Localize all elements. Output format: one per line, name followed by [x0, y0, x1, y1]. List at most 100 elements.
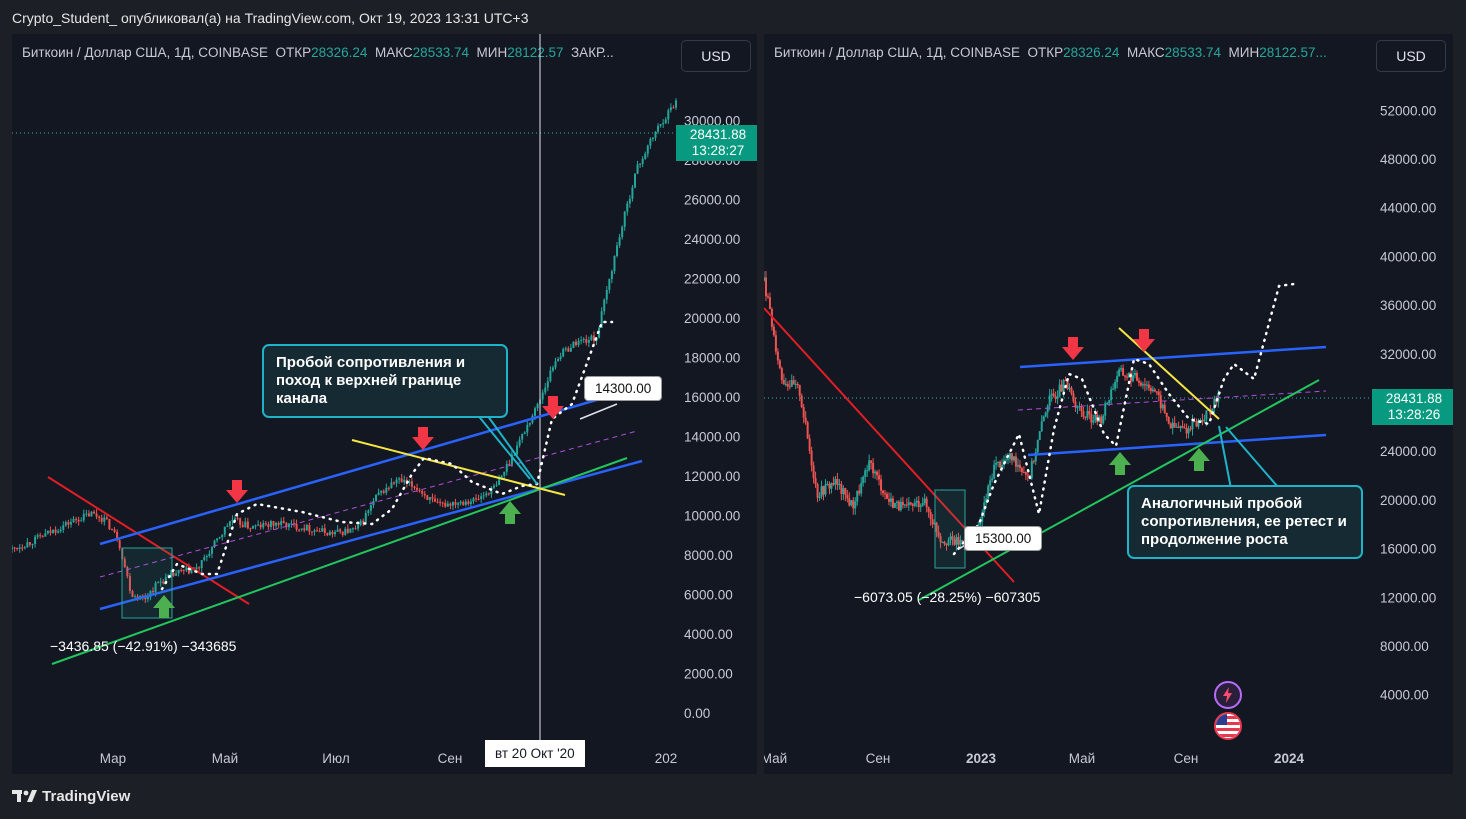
- candle-body: [766, 296, 769, 298]
- candle-body: [439, 501, 442, 503]
- candle-body: [387, 487, 390, 489]
- candle-body: [941, 541, 944, 543]
- right-low-value: 28122.57...: [1259, 45, 1327, 60]
- candle-body: [893, 503, 896, 508]
- candle-body: [951, 536, 954, 540]
- candle-body: [144, 596, 147, 600]
- left-crosshair-date: вт 20 Окт '20: [485, 740, 585, 767]
- candle-body: [464, 501, 467, 505]
- candle-body: [182, 570, 185, 572]
- candle-body: [231, 519, 234, 522]
- candle-body: [901, 501, 904, 506]
- candle-body: [354, 528, 357, 530]
- candle-body: [636, 164, 639, 174]
- candle-body: [1128, 372, 1131, 378]
- candle-body: [485, 493, 488, 496]
- right-currency-button[interactable]: USD: [1376, 40, 1446, 72]
- candle-body: [1137, 380, 1140, 383]
- candle-body: [979, 521, 982, 525]
- candle-body: [1032, 461, 1035, 463]
- candle-body: [541, 392, 544, 400]
- y-tick-label: 8000.00: [1380, 639, 1429, 654]
- candle-body: [610, 271, 613, 279]
- candle-body: [190, 569, 193, 574]
- candle-body: [1173, 422, 1176, 428]
- candle-body: [287, 523, 290, 528]
- y-tick-label: 52000.00: [1380, 103, 1436, 118]
- candle-body: [626, 203, 629, 212]
- candle-body: [521, 433, 524, 440]
- left-chart-panel[interactable]: Биткоин / Доллар США, 1Д, COINBASE ОТКР2…: [12, 34, 757, 774]
- candle-body: [1195, 421, 1198, 427]
- candle-body: [357, 525, 360, 529]
- red-down-arrow-icon: [412, 427, 434, 450]
- candle-body: [1124, 375, 1127, 377]
- us-flag-icon[interactable]: [1214, 712, 1242, 740]
- candle-body: [157, 582, 160, 584]
- candle-body: [939, 536, 942, 543]
- candle-body: [987, 485, 990, 499]
- candle-body: [836, 478, 839, 485]
- right-chart-panel[interactable]: Биткоин / Доллар США, 1Д, COINBASE ОТКР2…: [764, 34, 1453, 774]
- candle-body: [1072, 393, 1075, 402]
- candle-body: [911, 504, 914, 506]
- y-tick-label: 16000.00: [684, 390, 740, 405]
- candle-body: [1147, 384, 1150, 388]
- candle-body: [895, 501, 898, 504]
- candle-body: [69, 522, 72, 525]
- footer-brand[interactable]: TradingView: [12, 788, 130, 808]
- red-trend-line: [47, 476, 250, 605]
- candle-body: [657, 125, 660, 132]
- y-tick-label: 40000.00: [1380, 249, 1436, 264]
- candle-body: [454, 502, 457, 505]
- red-down-arrow-icon: [1062, 337, 1084, 360]
- candle-body: [826, 483, 829, 485]
- candle-body: [1094, 414, 1097, 421]
- candle-body: [346, 528, 349, 533]
- left-currency-button[interactable]: USD: [681, 40, 751, 72]
- candle-body: [1133, 373, 1136, 376]
- lightning-icon[interactable]: [1214, 681, 1242, 709]
- right-countdown: 13:28:26: [1387, 407, 1441, 422]
- candle-body: [351, 528, 354, 530]
- candle-body: [169, 572, 172, 575]
- candle-body: [513, 454, 516, 456]
- candle-body: [909, 502, 912, 505]
- right-high-label: МАКС: [1126, 45, 1165, 60]
- candle-body: [880, 479, 883, 491]
- candle-body: [44, 533, 47, 537]
- candle-body: [39, 535, 42, 537]
- candle-body: [54, 529, 57, 533]
- y-tick-label: 30000.00: [684, 114, 740, 129]
- candle-body: [549, 370, 552, 382]
- right-open-value: 28326.24: [1063, 45, 1120, 60]
- candle-body: [249, 528, 252, 530]
- candle-body: [1030, 461, 1033, 478]
- candle-body: [344, 528, 347, 535]
- candle-body: [449, 503, 452, 506]
- candle-body: [1054, 396, 1057, 399]
- lower-channel-line: [1027, 433, 1327, 457]
- candle-body: [613, 255, 616, 272]
- candle-body: [469, 501, 472, 505]
- candle-body: [834, 478, 837, 485]
- y-tick-label: 0.00: [684, 706, 710, 721]
- candle-body: [210, 547, 213, 554]
- candle-body: [64, 522, 67, 526]
- candle-body: [1199, 419, 1202, 421]
- candle-body: [431, 497, 434, 499]
- candle-body: [868, 460, 871, 471]
- candle-body: [961, 540, 964, 542]
- candle-body: [398, 478, 401, 480]
- candle-body: [457, 503, 460, 505]
- candle-body: [931, 519, 934, 525]
- candle-body: [662, 122, 665, 125]
- candle-body: [1042, 416, 1045, 422]
- resistance-yellow-line: [351, 439, 566, 496]
- candle-body: [1135, 373, 1138, 381]
- candle-body: [844, 488, 847, 495]
- candle-body: [590, 335, 593, 341]
- candle-body: [1092, 420, 1095, 423]
- candle-body: [298, 529, 301, 531]
- candle-body: [1112, 388, 1115, 390]
